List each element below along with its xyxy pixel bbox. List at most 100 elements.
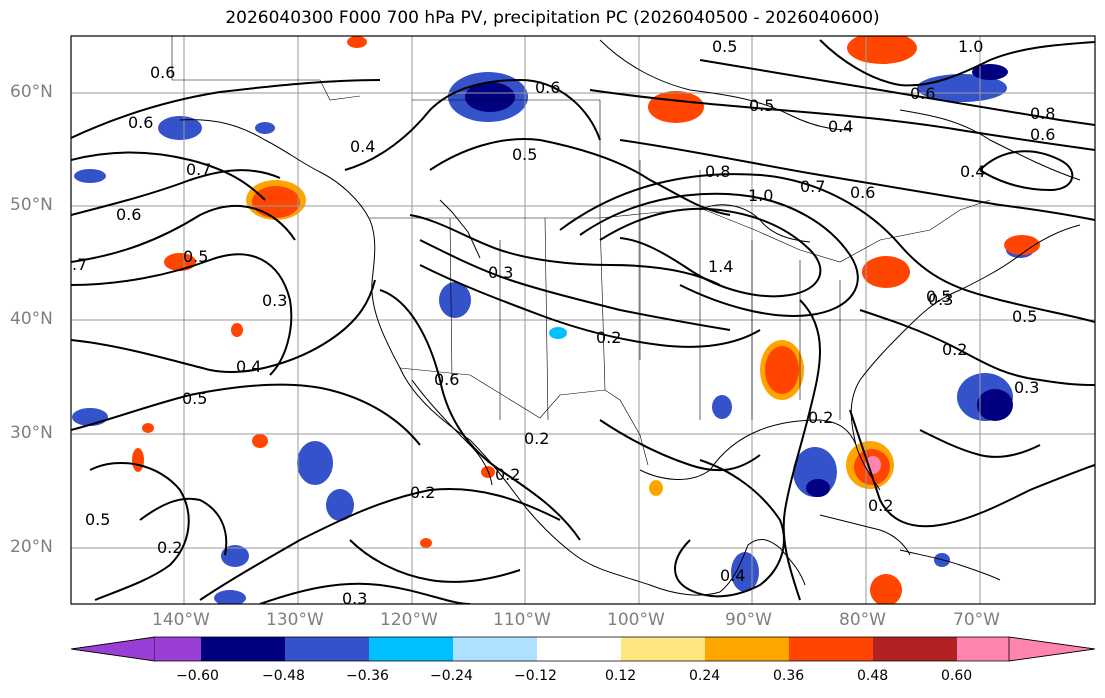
- contour-label: 0.6: [1030, 125, 1055, 144]
- contour-label: 0.8: [1030, 104, 1055, 123]
- contour-label: 0.3: [488, 263, 513, 282]
- colorbar-swatch: [789, 637, 873, 661]
- contour-label: 0.4: [236, 357, 261, 376]
- contour-label: 0.2: [808, 408, 833, 427]
- lat-label: 20°N: [10, 537, 53, 557]
- contour-label: 0.5: [182, 389, 207, 408]
- colorbar-tick-label: 0.36: [773, 668, 805, 684]
- precip-positive-blob: [142, 423, 154, 433]
- precip-shading: [72, 36, 1040, 604]
- contour-label: 0.2: [495, 465, 520, 484]
- contour-label: 0.3: [342, 589, 367, 608]
- precip-positive-blob: [231, 323, 243, 337]
- contour-label: 1.0: [958, 37, 983, 56]
- colorbar: [70, 636, 1096, 662]
- precip-positive-core: [252, 186, 300, 218]
- contour-label: 0.4: [960, 162, 985, 181]
- colorbar-tick-label: −0.60: [176, 668, 219, 684]
- contour-label: 0.2: [410, 483, 435, 502]
- contour-label: 0.5: [712, 37, 737, 56]
- precip-negative-blob: [158, 116, 202, 140]
- contour-label: 0.7: [800, 177, 825, 196]
- precip-positive-blob: [347, 36, 367, 48]
- precip-positive-blob: [420, 538, 432, 548]
- contour-label: 0.5: [183, 247, 208, 266]
- colorbar-swatch: [70, 636, 156, 662]
- contour-label: 0.8: [705, 162, 730, 181]
- colorbar-swatch: [201, 637, 285, 661]
- contour-label: 0.3: [1014, 378, 1039, 397]
- precip-negative-blob: [221, 545, 249, 567]
- precip-negative-core: [806, 479, 830, 497]
- precip-positive-blob: [1004, 235, 1040, 255]
- colorbar-tick-label: 0.48: [857, 668, 889, 684]
- colorbar-swatch: [285, 637, 369, 661]
- lat-label: 30°N: [10, 423, 53, 443]
- contour-label: 0.4: [828, 117, 853, 136]
- precip-negative-core: [972, 64, 1008, 80]
- precip-positive-blob: [870, 574, 902, 604]
- colorbar-tick-label: −0.36: [346, 668, 389, 684]
- map-frame: [70, 35, 1096, 605]
- lon-label: 100°W: [607, 610, 665, 630]
- lon-label: 70°W: [953, 610, 1000, 630]
- precip-positive-blob: [862, 256, 910, 288]
- contour-label: 0.6: [535, 78, 560, 97]
- political-borders: [171, 36, 991, 466]
- lon-label: 110°W: [493, 610, 551, 630]
- precip-positive-blob: [132, 448, 144, 472]
- colorbar-tick-label: 0.60: [941, 668, 973, 684]
- contour-label: 0.6: [910, 84, 935, 103]
- contour-label: 1.4: [708, 257, 733, 276]
- contour-label: 0.2: [157, 538, 182, 557]
- map-title: 2026040300 F000 700 hPa PV, precipitatio…: [225, 8, 880, 28]
- contour-label: 0.2: [524, 429, 549, 448]
- contour-label: .7: [72, 255, 87, 274]
- precip-negative-blob: [549, 327, 567, 339]
- precip-negative-blob: [72, 408, 108, 426]
- contour-label: 0.5: [749, 96, 774, 115]
- precip-positive-core: [765, 346, 799, 394]
- contour-label: 0.2: [596, 328, 621, 347]
- lat-label: 50°N: [10, 195, 53, 215]
- colorbar-tick-label: −0.12: [514, 668, 557, 684]
- colorbar-tick-label: 0.12: [605, 668, 637, 684]
- lat-label: 60°N: [10, 82, 53, 102]
- contour-label: 0.6: [850, 183, 875, 202]
- lon-label: 140°W: [152, 610, 210, 630]
- precip-negative-blob: [297, 441, 333, 485]
- contour-label: 0.2: [942, 340, 967, 359]
- contour-label: 0.5: [512, 145, 537, 164]
- contour-label: 0.7: [186, 160, 211, 179]
- precip-positive-blob: [649, 480, 663, 496]
- pv-contours: [71, 39, 1095, 604]
- precip-positive-blob: [847, 36, 917, 64]
- lon-label: 90°W: [725, 610, 772, 630]
- colorbar-swatch: [957, 637, 1009, 661]
- contour-label: 0.3: [262, 291, 287, 310]
- lat-label: 40°N: [10, 309, 53, 329]
- contour-label: 0.6: [128, 113, 153, 132]
- precip-negative-core: [465, 82, 515, 112]
- colorbar-swatch: [369, 637, 453, 661]
- precip-negative-core: [977, 389, 1013, 421]
- contour-label: 0.6: [116, 205, 141, 224]
- lon-label: 120°W: [380, 610, 438, 630]
- colorbar-swatch: [621, 637, 705, 661]
- precip-negative-blob: [74, 169, 106, 183]
- colorbar-tick-label: −0.48: [262, 668, 305, 684]
- precip-positive-blob: [648, 91, 704, 123]
- colorbar-swatch: [1008, 636, 1096, 662]
- colorbar-tick-label: −0.24: [430, 668, 473, 684]
- contour-labels: 0.6 0.6 0.6 0.7 0.6 0.5 .7 0.3 0.4 0.5 0…: [72, 37, 1055, 608]
- contour-label: 0.4: [350, 137, 375, 156]
- contour-label: 0.6: [434, 370, 459, 389]
- contour-label: 0.5: [1012, 307, 1037, 326]
- precip-negative-blob: [326, 489, 354, 521]
- colorbar-outline: [70, 636, 1096, 662]
- contour-label: 1.0: [748, 186, 773, 205]
- contour-label: 0.5: [85, 510, 110, 529]
- precip-negative-blob: [255, 122, 275, 134]
- contour-label: 0.6: [150, 63, 175, 82]
